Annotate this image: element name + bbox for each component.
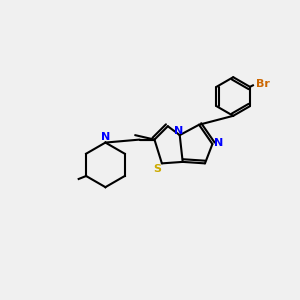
Text: S: S xyxy=(153,164,161,174)
Text: N: N xyxy=(101,132,110,142)
Text: N: N xyxy=(174,126,183,136)
Text: N: N xyxy=(214,138,223,148)
Text: Br: Br xyxy=(256,79,270,89)
